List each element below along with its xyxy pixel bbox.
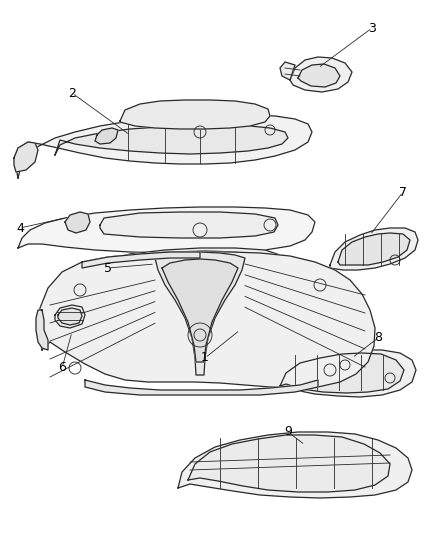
Polygon shape	[297, 64, 339, 87]
Polygon shape	[55, 305, 85, 328]
Polygon shape	[82, 252, 200, 268]
Polygon shape	[120, 100, 269, 129]
Text: 2: 2	[68, 86, 76, 100]
Polygon shape	[65, 212, 90, 233]
Polygon shape	[18, 207, 314, 253]
Polygon shape	[279, 62, 294, 80]
Polygon shape	[14, 115, 311, 178]
Text: 4: 4	[16, 222, 24, 235]
Polygon shape	[329, 228, 417, 270]
Polygon shape	[290, 57, 351, 92]
Polygon shape	[95, 128, 118, 144]
Text: 7: 7	[398, 185, 406, 198]
Polygon shape	[38, 252, 374, 388]
Polygon shape	[162, 259, 237, 362]
Polygon shape	[337, 233, 409, 265]
Polygon shape	[36, 310, 48, 350]
Polygon shape	[187, 435, 389, 492]
Polygon shape	[155, 252, 244, 375]
Polygon shape	[14, 142, 38, 172]
Text: 9: 9	[283, 425, 291, 439]
Polygon shape	[90, 248, 281, 280]
Text: 1: 1	[201, 351, 208, 365]
Text: 5: 5	[104, 262, 112, 274]
Polygon shape	[177, 432, 411, 498]
Polygon shape	[272, 350, 415, 397]
Polygon shape	[279, 353, 403, 393]
Polygon shape	[85, 380, 317, 395]
Text: 8: 8	[373, 332, 381, 344]
Text: 6: 6	[58, 361, 66, 375]
Polygon shape	[55, 126, 287, 155]
Polygon shape	[100, 251, 269, 278]
Text: 3: 3	[367, 21, 375, 35]
Polygon shape	[58, 308, 82, 325]
Polygon shape	[100, 212, 277, 238]
